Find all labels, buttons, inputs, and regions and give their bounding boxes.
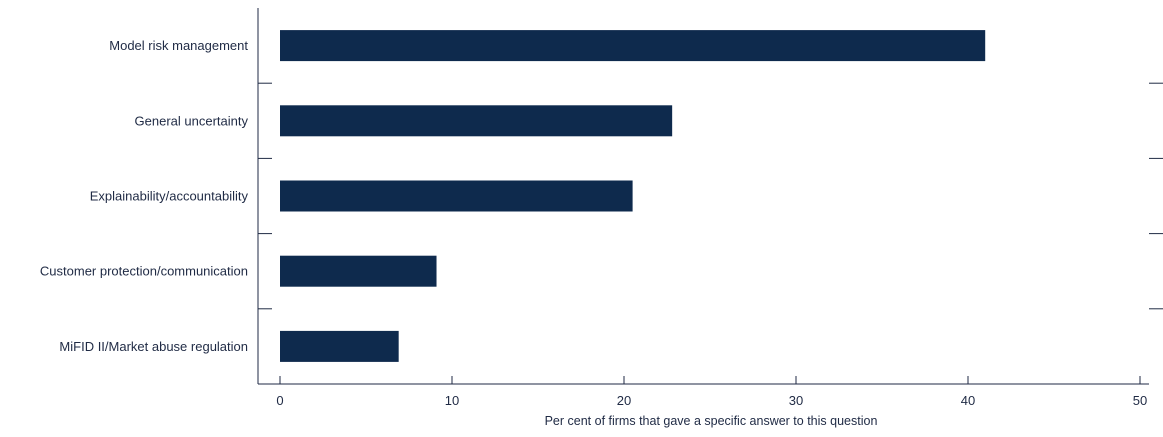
bar [280, 30, 986, 62]
category-label: MiFID II/Market abuse regulation [59, 339, 248, 354]
x-tick-label: 40 [961, 393, 975, 408]
bar [280, 105, 673, 137]
category-label: Customer protection/communication [40, 264, 248, 279]
x-tick-label: 50 [1133, 393, 1147, 408]
category-label: Model risk management [109, 38, 248, 53]
x-tick-label: 0 [276, 393, 283, 408]
x-tick-label: 30 [789, 393, 803, 408]
bar [280, 180, 633, 212]
bar [280, 330, 399, 362]
x-tick-label: 20 [617, 393, 631, 408]
x-axis-title: Per cent of firms that gave a specific a… [545, 414, 878, 428]
category-label: Explainability/accountability [90, 189, 249, 204]
bar [280, 255, 437, 287]
x-tick-label: 10 [445, 393, 459, 408]
category-label: General uncertainty [135, 113, 249, 128]
